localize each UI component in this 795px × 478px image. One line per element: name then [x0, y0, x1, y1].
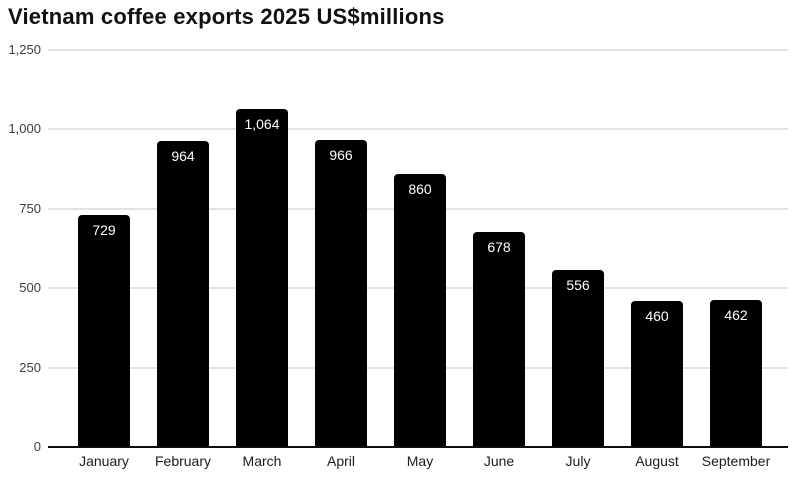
bar-value-label: 460: [645, 308, 669, 324]
bar-august[interactable]: 460: [631, 301, 683, 447]
gridline-1250: [48, 49, 788, 51]
y-tick-label: 0: [33, 439, 41, 454]
plot-area: 729 964 1,064 966 860 678 556 460 462: [48, 49, 788, 448]
bar-value-label: 966: [329, 147, 353, 163]
bar-july[interactable]: 556: [552, 270, 604, 447]
y-tick-label: 250: [19, 359, 41, 375]
x-tick-label-september: September: [701, 453, 771, 469]
x-tick-label-march: March: [242, 453, 282, 469]
bar-value-label: 678: [487, 239, 511, 255]
x-tick-label-may: May: [406, 453, 434, 469]
x-tick-label-june: June: [483, 453, 515, 469]
bar-value-label: 964: [171, 148, 195, 164]
x-tick-label-january: January: [79, 453, 129, 469]
gridline-1000: [48, 128, 788, 131]
bar-value-label: 556: [566, 277, 590, 293]
bar-september[interactable]: 462: [710, 300, 762, 447]
y-tick-label: 500: [19, 280, 41, 296]
bar-value-label: 1,064: [244, 116, 280, 132]
x-tick-label-april: April: [326, 453, 355, 469]
chart-title: Vietnam coffee exports 2025 US$millions: [8, 4, 445, 29]
x-axis-line: [48, 446, 788, 448]
bar-value-label: 860: [408, 181, 432, 197]
bar-may[interactable]: 860: [394, 174, 446, 447]
y-tick-label: 1,250: [8, 42, 41, 57]
bar-march[interactable]: 1,064: [236, 109, 288, 447]
x-tick-label-august: August: [635, 453, 679, 469]
x-tick-label-february: February: [154, 453, 212, 469]
x-tick-label-july: July: [565, 453, 591, 469]
y-tick-label: 1,000: [8, 121, 41, 137]
bar-value-label: 729: [92, 222, 116, 238]
bar-april[interactable]: 966: [315, 140, 367, 447]
bar-february[interactable]: 964: [157, 141, 209, 447]
bar-june[interactable]: 678: [473, 232, 525, 447]
bar-january[interactable]: 729: [78, 215, 130, 447]
bar-value-label: 462: [724, 307, 748, 323]
y-tick-label: 750: [19, 200, 41, 216]
